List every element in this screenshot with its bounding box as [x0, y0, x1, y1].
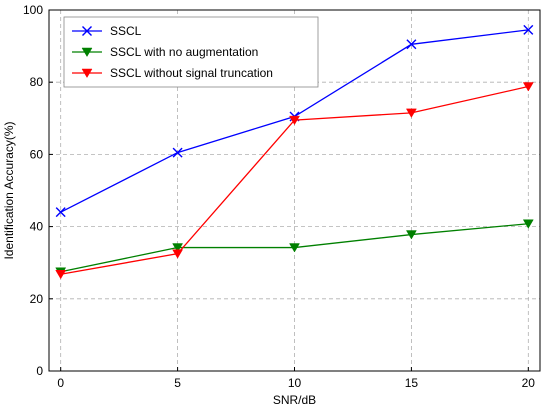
y-tick-label: 80	[30, 75, 44, 89]
data-point	[172, 147, 183, 158]
x-tick-label: 0	[57, 376, 64, 390]
y-tick-label: 40	[30, 220, 44, 234]
axis-ticks: 0 20 40 60 80 100 0 5 10 15 20	[23, 3, 535, 390]
legend-item: SSCL without signal truncation	[72, 66, 273, 80]
legend-marker	[81, 68, 93, 78]
data-point	[405, 108, 417, 118]
legend-marker	[81, 47, 93, 57]
x-tick-label: 5	[174, 376, 181, 390]
y-tick-label: 20	[30, 292, 44, 306]
y-tick-label: 100	[23, 3, 43, 17]
data-point	[289, 243, 300, 253]
x-tick-label: 10	[288, 376, 302, 390]
series-2	[55, 82, 534, 280]
legend-label: SSCL without signal truncation	[110, 66, 273, 80]
legend-box	[63, 16, 319, 88]
series	[55, 24, 534, 280]
x-tick-label: 20	[522, 376, 536, 390]
data-point	[172, 243, 184, 253]
data-point	[522, 219, 534, 229]
data-point	[522, 82, 534, 92]
legend-item: SSCL	[72, 24, 142, 38]
x-tick-label: 15	[405, 376, 419, 390]
legend-item: SSCL with no augmentation	[72, 45, 258, 59]
y-axis-label: Identification Accuracy(%)	[2, 121, 16, 259]
x-axis-label: SNR/dB	[273, 393, 316, 407]
y-tick-label: 60	[30, 147, 44, 161]
legend: SSCL SSCL with no augmentation SSCL withou…	[63, 16, 319, 88]
data-point	[289, 115, 300, 126]
data-point	[405, 230, 417, 240]
data-point	[523, 24, 534, 35]
legend-label: SSCL with no augmentation	[110, 45, 258, 59]
y-tick-label: 0	[36, 364, 43, 378]
data-point	[172, 249, 184, 259]
data-point	[55, 207, 66, 218]
legend-label: SSCL	[110, 24, 142, 38]
data-point	[406, 39, 417, 50]
data-point	[55, 270, 67, 280]
legend-marker	[82, 26, 92, 36]
